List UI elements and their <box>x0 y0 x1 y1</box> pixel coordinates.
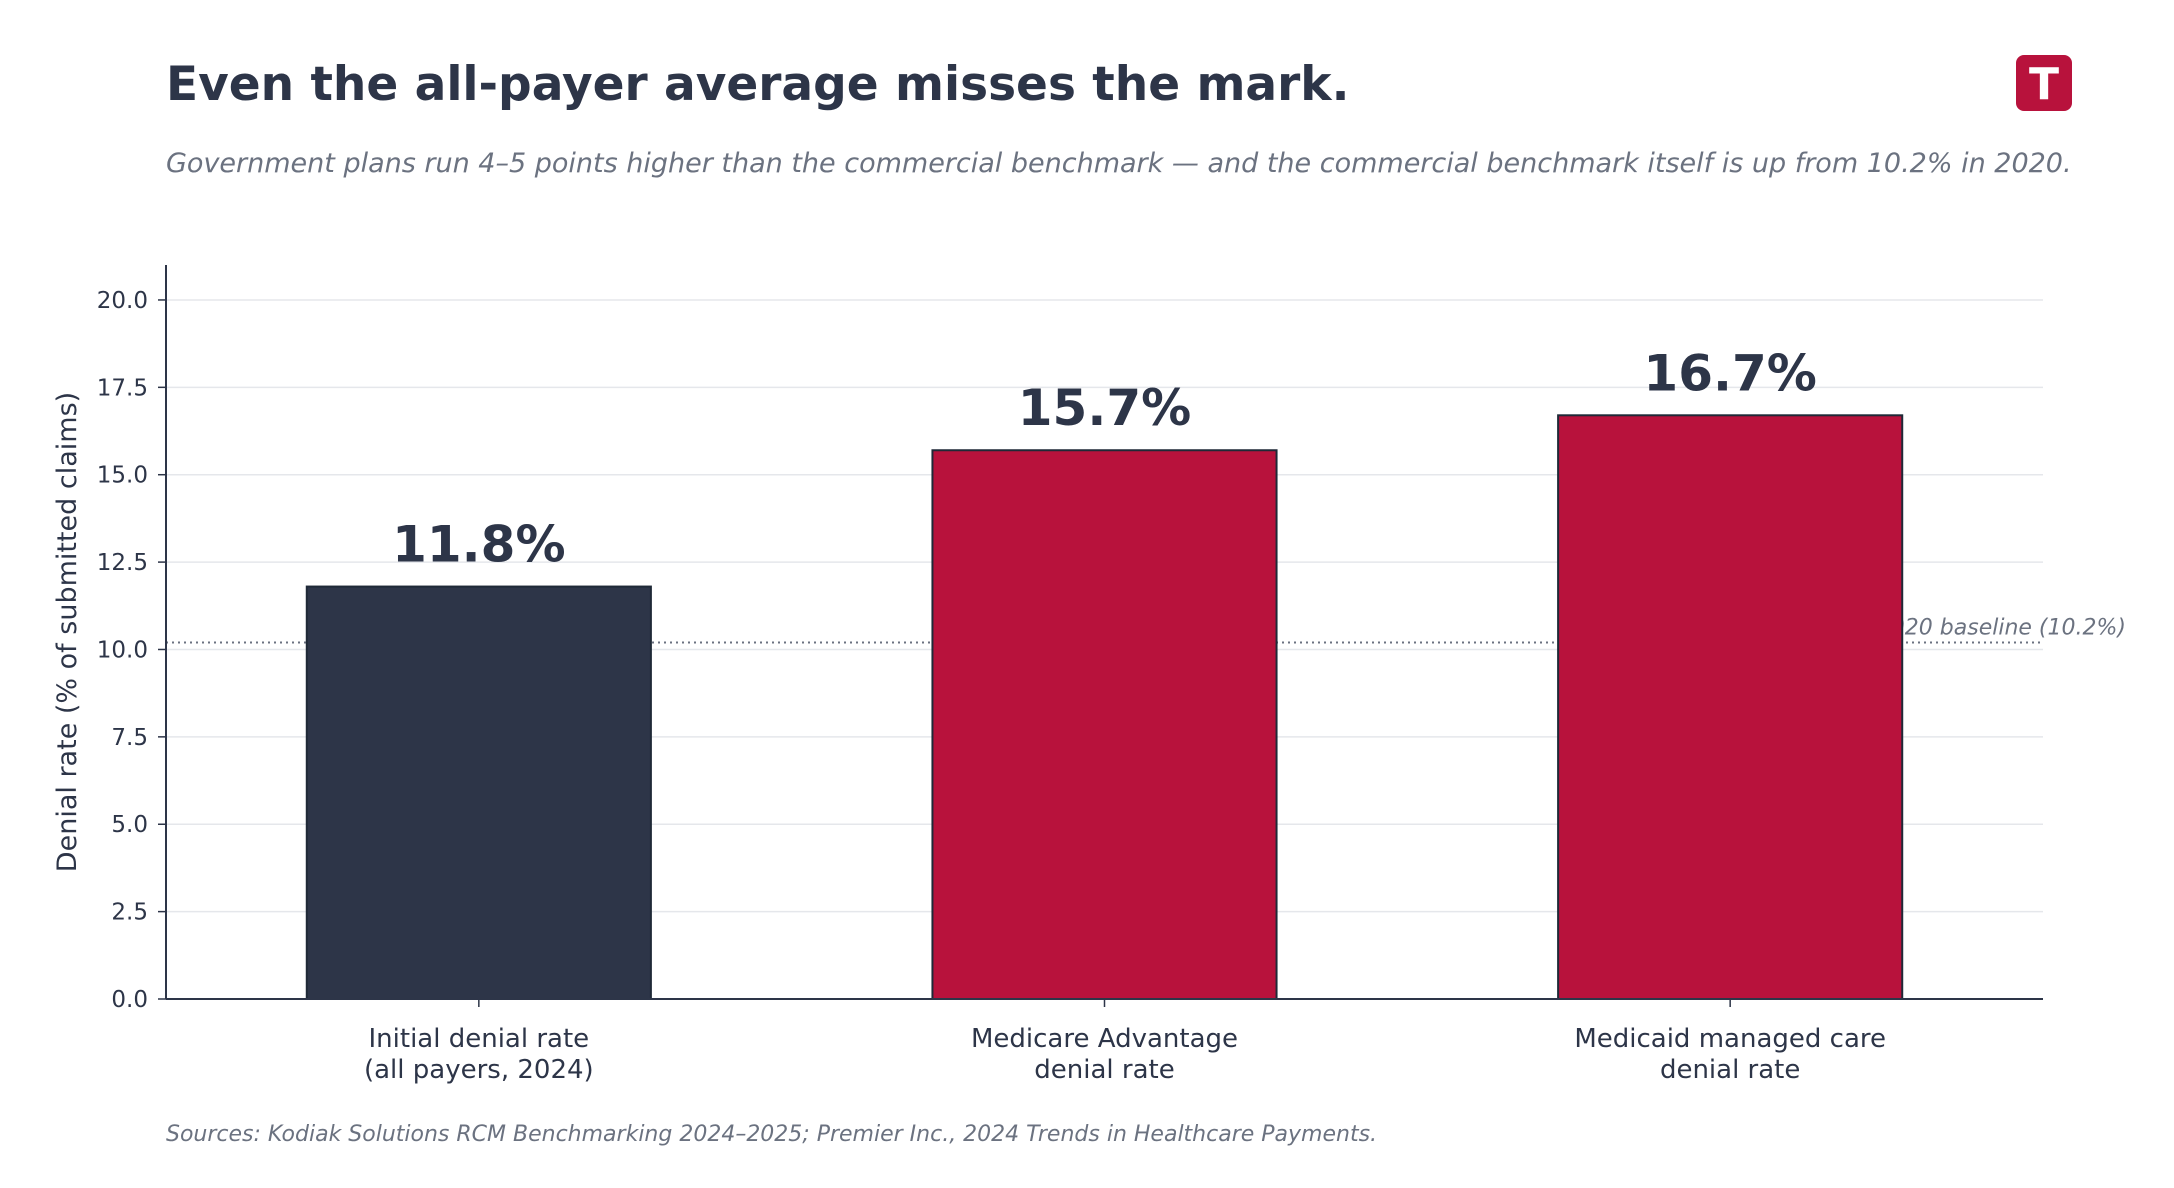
axes: 0.0 2.5 5.0 7.5 10.0 12.5 15.0 17.5 20.0 Initial … <box>97 265 2043 1085</box>
category-label-0-line-1: (all payers, 2024) <box>364 1055 594 1085</box>
bar-2 <box>1557 414 1904 1000</box>
category-label-1-line-1: denial rate <box>1034 1055 1174 1085</box>
bar-1 <box>931 449 1278 1000</box>
logo-letter: T <box>2029 59 2059 110</box>
category-label-1-line-0: Medicare Advantage <box>971 1024 1238 1054</box>
y-tick-label-8: 20.0 <box>97 288 148 314</box>
source-note: Sources: Kodiak Solutions RCM Benchmarki… <box>166 1122 1377 1147</box>
category-label-2-line-0: Medicaid managed care <box>1574 1024 1886 1054</box>
y-tick-label-6: 15.0 <box>97 463 148 489</box>
y-axis-label: Denial rate (% of submitted claims) <box>52 392 83 872</box>
y-tick-label-2: 5.0 <box>111 812 148 838</box>
y-tick-label-4: 10.0 <box>97 637 148 663</box>
bars <box>305 414 1904 1000</box>
category-label-0-line-0: Initial denial rate <box>369 1024 590 1054</box>
category-label-2-line-1: denial rate <box>1660 1055 1800 1085</box>
logo-badge <box>2016 55 2072 111</box>
y-tick-label-1: 2.5 <box>111 900 148 926</box>
chart-subtitle: Government plans run 4–5 points higher t… <box>166 148 2072 179</box>
chart-title: Even the all-payer average misses the ma… <box>166 57 1349 112</box>
data-label-0: 11.8% <box>392 516 565 574</box>
bar-0 <box>305 585 652 1000</box>
data-label-2: 16.7% <box>1643 344 1816 402</box>
y-tick-label-5: 12.5 <box>97 550 148 576</box>
data-label-1: 15.7% <box>1018 379 1191 437</box>
reference-line-label: 2020 baseline (10.2%) <box>1877 615 2126 640</box>
y-tick-label-3: 7.5 <box>111 725 148 751</box>
data-labels: 11.8% 15.7% 16.7% <box>392 344 1817 573</box>
brand-logo: T <box>2016 55 2072 111</box>
y-tick-label-7: 17.5 <box>97 375 148 401</box>
y-tick-label-0: 0.0 <box>111 987 148 1013</box>
